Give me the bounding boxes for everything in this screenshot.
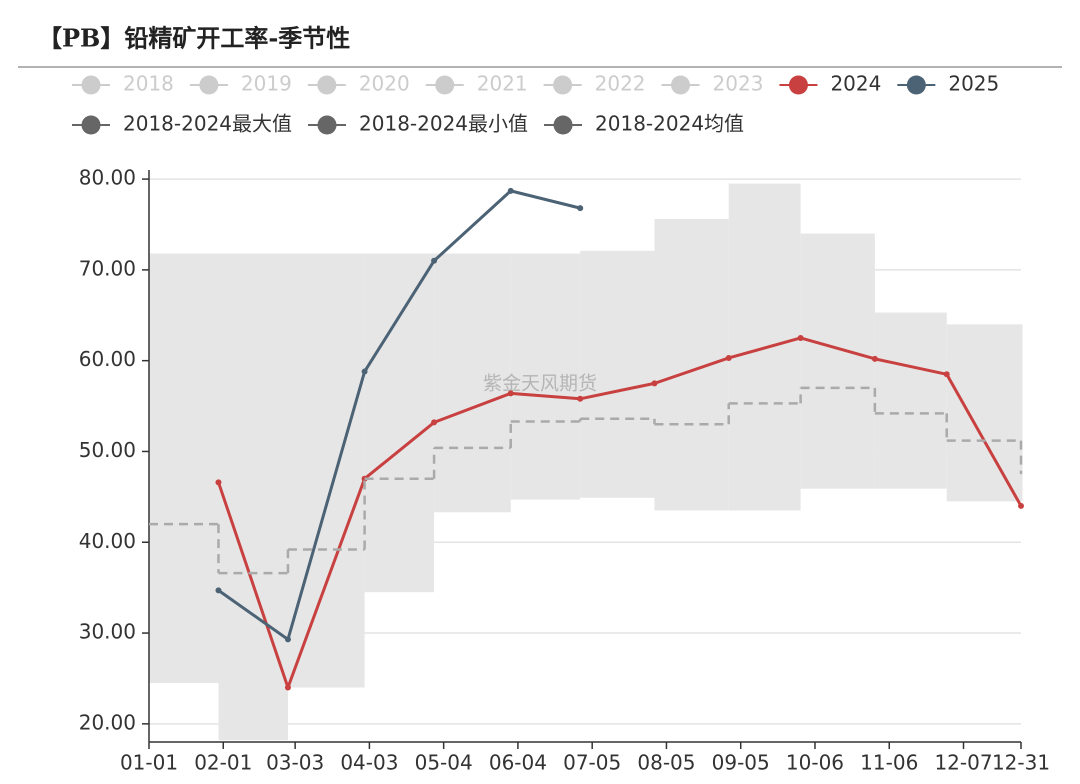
watermark: 紫金天风期货 (483, 373, 597, 395)
y-tick-label: 30.00 (79, 620, 136, 644)
x-tick-label: 08-05 (637, 751, 695, 775)
range-band (218, 253, 288, 741)
data-point (215, 587, 222, 594)
range-band (580, 250, 655, 498)
data-point (284, 684, 291, 691)
data-point (431, 419, 438, 426)
data-point (507, 187, 514, 194)
data-point (943, 371, 950, 378)
legend-label[interactable]: 2021 (477, 72, 528, 96)
legend-icon[interactable] (317, 115, 337, 135)
x-tick-label: 09-05 (712, 751, 770, 775)
legend-label[interactable]: 2018-2024最大值 (123, 112, 292, 136)
x-tick-label: 03-03 (266, 751, 324, 775)
series-line (217, 336, 1023, 690)
data-point (871, 355, 878, 362)
x-tick-label: 07-05 (563, 751, 621, 775)
legend-icon[interactable] (199, 75, 219, 95)
legend-label[interactable]: 2025 (948, 72, 999, 96)
legend-label[interactable]: 2019 (241, 72, 292, 96)
legend-label[interactable]: 2024 (830, 72, 881, 96)
range-band (874, 312, 947, 489)
legend-icon[interactable] (81, 75, 101, 95)
data-point (215, 479, 222, 486)
x-tick-label: 11-06 (860, 751, 918, 775)
data-point (577, 205, 584, 212)
legend-label[interactable]: 2020 (359, 72, 410, 96)
legend-icon[interactable] (671, 75, 691, 95)
data-point (431, 257, 438, 264)
data-point (797, 334, 804, 341)
x-tick-label: 10-06 (786, 751, 844, 775)
range-band (287, 253, 365, 688)
range-band (510, 253, 581, 500)
range-band (946, 324, 1021, 502)
data-point (361, 368, 368, 375)
range-band (654, 219, 729, 511)
y-tick-label: 20.00 (79, 710, 136, 734)
legend-icon[interactable] (317, 75, 337, 95)
x-tick-label: 06-04 (489, 751, 547, 775)
x-tick-label: 04-03 (340, 751, 398, 775)
legend-icon[interactable] (906, 75, 926, 95)
series-line (217, 189, 581, 641)
range-band (800, 233, 875, 489)
legend-label[interactable]: 2023 (713, 72, 764, 96)
x-tick-label: 02-01 (194, 751, 252, 775)
data-point (284, 636, 291, 643)
x-tick-label: 01-01 (120, 751, 178, 775)
chart-title: 【PB】铅精矿开工率-季节性 (38, 24, 350, 53)
legend-icon[interactable] (553, 115, 573, 135)
x-tick-label: 12-07 (934, 751, 992, 775)
legend-icon[interactable] (435, 75, 455, 95)
x-tick-label: 05-04 (415, 751, 473, 775)
legend-icon[interactable] (553, 75, 573, 95)
y-tick-label: 60.00 (79, 347, 136, 371)
legend-label[interactable]: 2022 (595, 72, 646, 96)
x-tick-label: 12-31 (992, 751, 1050, 775)
y-tick-label: 50.00 (79, 438, 136, 462)
range-band (434, 253, 511, 513)
data-point (507, 390, 514, 397)
data-point (651, 380, 658, 387)
legend-label[interactable]: 2018-2024最小值 (359, 112, 528, 136)
data-point (725, 354, 732, 361)
legend-icon[interactable] (81, 115, 101, 135)
y-tick-label: 80.00 (79, 166, 136, 190)
y-tick-label: 70.00 (79, 256, 136, 280)
data-point (577, 395, 584, 402)
y-tick-label: 40.00 (79, 529, 136, 553)
legend-label[interactable]: 2018 (123, 72, 174, 96)
legend-label[interactable]: 2018-2024均值 (595, 112, 744, 136)
legend-icon[interactable] (788, 75, 808, 95)
data-point (1018, 502, 1024, 509)
range-band (364, 253, 435, 593)
range-band (149, 253, 219, 683)
